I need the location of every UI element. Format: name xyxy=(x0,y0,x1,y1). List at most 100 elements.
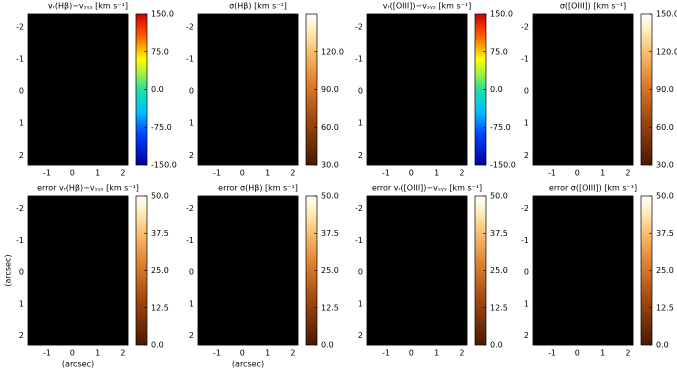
map-cell xyxy=(442,270,468,296)
map-cell xyxy=(103,245,129,271)
y-tick-label: -2 xyxy=(521,204,529,213)
map-cell xyxy=(392,114,418,141)
y-tick-label: 1 xyxy=(358,299,363,308)
map-cell xyxy=(53,14,79,40)
y-tick-label: -1 xyxy=(16,54,24,63)
map-cell xyxy=(248,196,274,222)
colorbar-tick-label: 30.0 xyxy=(321,161,339,170)
map-cell xyxy=(417,89,443,115)
x-tick-label: 1 xyxy=(600,349,605,358)
y-tick-label: -1 xyxy=(355,236,363,245)
map-cell xyxy=(442,89,468,115)
map-cell xyxy=(78,220,104,246)
map-cell xyxy=(583,295,609,321)
map-cell xyxy=(223,245,249,271)
map-cell xyxy=(417,196,443,222)
map-cell xyxy=(608,39,634,65)
x-tick-label: 0 xyxy=(575,169,580,178)
map-cell xyxy=(53,89,79,115)
map-cell xyxy=(392,89,418,115)
map-cell xyxy=(248,320,274,346)
map-cell xyxy=(248,39,274,65)
colorbar-tick-label: -150.0 xyxy=(490,161,516,170)
map-cell xyxy=(78,320,104,346)
y-tick-label: 0 xyxy=(189,87,194,96)
map-cell xyxy=(223,196,249,222)
x-tick-label: 2 xyxy=(625,349,630,358)
y-tick-label: 2 xyxy=(189,151,194,160)
colorbar-tick-label: 50.0 xyxy=(490,192,508,201)
colorbar-tick-label: 150.0 xyxy=(656,10,677,19)
map-cell xyxy=(103,270,129,296)
map-cell xyxy=(28,320,54,346)
x-tick-label: -1 xyxy=(43,349,51,358)
map-cell xyxy=(223,14,249,40)
map-cell xyxy=(392,139,418,166)
y-axis-label: (arcsec) xyxy=(4,254,13,286)
map-cell xyxy=(223,220,249,246)
panel: error vᵣ([OIII])−vₛᵧₛ [km s⁻¹] -1 0 1 2 -2 -1 0… xyxy=(355,184,508,358)
map-cell xyxy=(273,196,299,222)
map-cell xyxy=(417,114,443,141)
x-tick-label: 0 xyxy=(70,349,75,358)
colorbar-tick-label: 0.0 xyxy=(321,341,334,350)
map-cell xyxy=(78,39,104,65)
y-tick-label: 2 xyxy=(189,331,194,340)
map-cell xyxy=(583,39,609,65)
map-cell xyxy=(533,270,559,296)
map-cell xyxy=(442,39,468,65)
y-tick-label: 1 xyxy=(19,299,24,308)
map-cell xyxy=(533,295,559,321)
map-cell xyxy=(367,139,393,166)
map-cell xyxy=(392,320,418,346)
y-tick-label: -1 xyxy=(355,54,363,63)
panel: vᵣ([OIII])−vₛᵧₛ [km s⁻¹] -1 0 1 2 -2 -1 0 1 2 150.… xyxy=(355,2,516,178)
map-cell xyxy=(392,14,418,40)
colorbar-tick-label: 0.0 xyxy=(151,341,164,350)
colorbar-tick-label: 120.0 xyxy=(656,47,677,56)
map-cell xyxy=(53,270,79,296)
map-cell xyxy=(103,14,129,40)
map-cell xyxy=(367,270,393,296)
map-cell xyxy=(198,320,224,346)
map-cell xyxy=(198,295,224,321)
map-cell xyxy=(198,245,224,271)
map-cell xyxy=(223,114,249,141)
panel-title: σ(Hβ) [km s⁻¹] xyxy=(229,2,287,11)
map-frame xyxy=(532,13,634,166)
x-tick-label: -1 xyxy=(548,349,556,358)
map-cell xyxy=(583,220,609,246)
compass-label: N xyxy=(225,41,231,50)
colorbar-tick-label: -150.0 xyxy=(151,161,177,170)
map-cell xyxy=(533,114,559,141)
map-cell xyxy=(273,139,299,166)
map-cell xyxy=(223,64,249,90)
map-cell xyxy=(53,139,79,166)
map-cell xyxy=(583,196,609,222)
map-cell xyxy=(273,245,299,271)
map-cell xyxy=(367,196,393,222)
map-cell xyxy=(273,89,299,115)
map-cell xyxy=(608,245,634,271)
map-cell xyxy=(78,245,104,271)
map-frame xyxy=(197,195,299,346)
y-tick-label: -2 xyxy=(355,204,363,213)
x-tick-label: 0 xyxy=(575,349,580,358)
y-tick-label: 0 xyxy=(189,268,194,277)
x-axis-label: (arcsec) xyxy=(232,360,264,369)
map-cell xyxy=(53,39,79,65)
map-frame xyxy=(27,13,129,166)
x-tick-label: 2 xyxy=(459,349,464,358)
colorbar-tick-label: 75.0 xyxy=(151,47,169,56)
map-cell xyxy=(608,270,634,296)
map-cell xyxy=(28,139,54,166)
y-tick-label: -2 xyxy=(186,22,194,31)
map-cell xyxy=(558,270,584,296)
panel-title: vᵣ(Hβ)−vₛᵧₛ [km s⁻¹] xyxy=(48,2,128,11)
x-tick-label: 2 xyxy=(459,169,464,178)
map-cell xyxy=(78,270,104,296)
map-cell xyxy=(103,114,129,141)
map-cell xyxy=(223,89,249,115)
y-tick-label: -2 xyxy=(186,204,194,213)
panel: error σ([OIII]) [km s⁻¹] -1 0 1 2 -2 -1 0 1 2 50.0… xyxy=(521,184,674,358)
